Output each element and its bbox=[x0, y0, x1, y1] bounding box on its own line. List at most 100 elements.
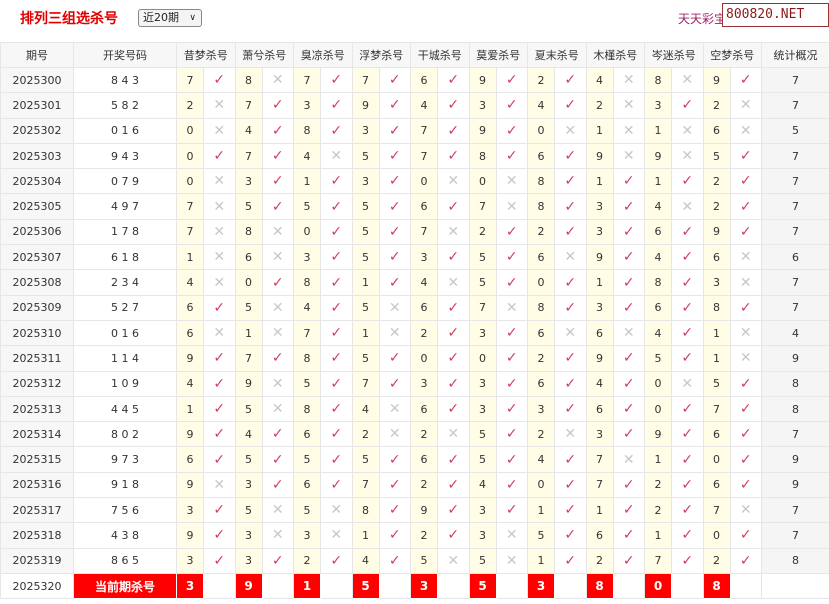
check-icon: ✓ bbox=[378, 446, 411, 473]
kill-number-cell: 9 bbox=[585, 345, 614, 372]
table-row: 2025315 9 7 3 6 ✓ 5 ✓ 5 ✓ 5 ✓ 6 ✓ 5 ✓ 4 ✓ 7 ✕ 1 ✓ 0 ✓ 9 bbox=[0, 446, 829, 473]
check-icon: ✓ bbox=[612, 193, 645, 220]
draw-number-cell: 9 7 3 bbox=[73, 446, 177, 473]
kill-number-cell: 5 bbox=[293, 193, 321, 220]
check-icon: ✓ bbox=[320, 117, 353, 144]
kill-number-cell: 3 bbox=[702, 269, 731, 296]
stat-cell: 6 bbox=[761, 244, 829, 271]
check-icon: ✓ bbox=[671, 269, 704, 296]
cross-icon: ✕ bbox=[203, 117, 236, 144]
kill-number-cell: 2 bbox=[410, 319, 438, 347]
check-icon: ✓ bbox=[495, 421, 528, 448]
empty-cell bbox=[203, 572, 236, 600]
table-row: 2025313 4 4 5 1 ✓ 5 ✕ 8 ✓ 4 ✕ 6 ✓ 3 ✓ 3 ✓ 6 ✓ 0 ✓ 7 ✓ 8 bbox=[0, 395, 829, 423]
current-kill-label: 当前期杀号 bbox=[73, 572, 177, 600]
table-row: 2025301 5 8 2 2 ✕ 7 ✓ 3 ✓ 9 ✓ 4 ✓ 3 ✓ 4 ✓ 2 ✕ 3 ✓ 2 ✕ 7 bbox=[0, 92, 829, 119]
check-icon: ✓ bbox=[261, 92, 294, 119]
kill-number-cell: 6 bbox=[644, 294, 672, 321]
kill-number-cell: 1 bbox=[351, 269, 380, 296]
table-row: 2025300 8 4 3 7 ✓ 8 ✕ 7 ✓ 7 ✓ 6 ✓ 9 ✓ 2 ✓ 4 ✕ 8 ✕ 9 ✓ 7 bbox=[0, 66, 829, 94]
stat-cell: 7 bbox=[761, 522, 829, 549]
empty-cell bbox=[495, 572, 528, 600]
period-range-select[interactable]: 近20期 ∨ bbox=[138, 9, 202, 27]
kill-number-table: 期号 开奖号码 昔梦杀号 萧兮杀号 臭凉杀号 浮梦杀号 干城杀号 莫爱杀号 夏末杀号 木槿杀号 岑迷… bbox=[0, 42, 829, 600]
check-icon: ✓ bbox=[671, 92, 704, 119]
current-kill-number: 1 bbox=[293, 572, 321, 600]
check-icon: ✓ bbox=[612, 294, 645, 321]
stat-cell: 8 bbox=[761, 370, 829, 397]
period-cell: 2025318 bbox=[0, 522, 74, 549]
kill-number-cell: 8 bbox=[527, 168, 555, 195]
cross-icon: ✕ bbox=[378, 294, 411, 321]
header-period: 期号 bbox=[0, 42, 74, 68]
kill-number-cell: 6 bbox=[527, 319, 555, 347]
check-icon: ✓ bbox=[554, 497, 587, 524]
cross-icon: ✕ bbox=[729, 345, 762, 372]
kill-number-cell: 3 bbox=[585, 218, 614, 246]
kill-number-cell: 4 bbox=[585, 370, 614, 397]
kill-number-cell: 4 bbox=[410, 92, 438, 119]
kill-number-cell: 5 bbox=[234, 193, 263, 220]
kill-number-cell: 0 bbox=[702, 446, 731, 473]
kill-number-cell: 0 bbox=[176, 117, 204, 144]
check-icon: ✓ bbox=[729, 294, 762, 321]
kill-number-cell: 9 bbox=[702, 218, 731, 246]
header-expert: 萧兮杀号 bbox=[234, 42, 294, 68]
stat-cell: 9 bbox=[761, 345, 829, 372]
kill-number-cell: 6 bbox=[410, 193, 438, 220]
kill-number-cell: 4 bbox=[351, 547, 380, 574]
kill-number-cell: 6 bbox=[644, 218, 672, 246]
cross-icon: ✕ bbox=[261, 218, 294, 246]
kill-number-cell: 7 bbox=[644, 547, 672, 574]
header-expert: 莫爱杀号 bbox=[468, 42, 528, 68]
kill-number-cell: 5 bbox=[234, 395, 263, 423]
kill-number-cell: 6 bbox=[410, 66, 438, 94]
kill-number-cell: 5 bbox=[351, 294, 380, 321]
kill-number-cell: 1 bbox=[585, 269, 614, 296]
cross-icon: ✕ bbox=[612, 319, 645, 347]
kill-number-cell: 1 bbox=[585, 497, 614, 524]
top-bar: 排列三组选杀号 近20期 ∨ 天天彩宝贝， 800820.NET bbox=[0, 0, 829, 36]
stat-cell: 7 bbox=[761, 218, 829, 246]
cross-icon: ✕ bbox=[203, 218, 236, 246]
check-icon: ✓ bbox=[495, 92, 528, 119]
check-icon: ✓ bbox=[261, 471, 294, 499]
kill-number-cell: 6 bbox=[702, 244, 731, 271]
check-icon: ✓ bbox=[495, 269, 528, 296]
kill-number-cell: 7 bbox=[176, 218, 204, 246]
cross-icon: ✕ bbox=[378, 395, 411, 423]
draw-number-cell: 7 5 6 bbox=[73, 497, 177, 524]
cross-icon: ✕ bbox=[554, 244, 587, 271]
cross-icon: ✕ bbox=[437, 218, 470, 246]
header-expert: 干城杀号 bbox=[410, 42, 470, 68]
current-kill-number: 3 bbox=[527, 572, 555, 600]
table-row: 2025312 1 0 9 4 ✓ 9 ✕ 5 ✓ 7 ✓ 3 ✓ 3 ✓ 6 ✓ 4 ✓ 0 ✕ 5 ✓ 8 bbox=[0, 370, 829, 397]
cross-icon: ✕ bbox=[203, 319, 236, 347]
kill-number-cell: 5 bbox=[410, 547, 438, 574]
kill-number-cell: 6 bbox=[410, 395, 438, 423]
table-row: 2025307 6 1 8 1 ✕ 6 ✕ 3 ✓ 5 ✓ 3 ✓ 5 ✓ 6 ✕ 9 ✓ 4 ✓ 6 ✕ 6 bbox=[0, 244, 829, 271]
check-icon: ✓ bbox=[671, 446, 704, 473]
cross-icon: ✕ bbox=[261, 370, 294, 397]
kill-number-cell: 5 bbox=[293, 497, 321, 524]
draw-number-cell: 4 3 8 bbox=[73, 522, 177, 549]
kill-number-cell: 3 bbox=[293, 92, 321, 119]
check-icon: ✓ bbox=[729, 168, 762, 195]
cross-icon: ✕ bbox=[437, 168, 470, 195]
check-icon: ✓ bbox=[495, 66, 528, 94]
cross-icon: ✕ bbox=[495, 168, 528, 195]
kill-number-cell: 9 bbox=[702, 66, 731, 94]
check-icon: ✓ bbox=[320, 370, 353, 397]
draw-number-cell: 5 8 2 bbox=[73, 92, 177, 119]
kill-number-cell: 0 bbox=[644, 370, 672, 397]
check-icon: ✓ bbox=[612, 497, 645, 524]
kill-number-cell: 7 bbox=[702, 497, 731, 524]
empty-cell bbox=[671, 572, 704, 600]
kill-number-cell: 9 bbox=[585, 142, 614, 170]
cross-icon: ✕ bbox=[495, 522, 528, 549]
table-row: 2025308 2 3 4 4 ✕ 0 ✓ 8 ✓ 1 ✓ 4 ✕ 5 ✓ 0 ✓ 1 ✓ 8 ✓ 3 ✕ 7 bbox=[0, 269, 829, 296]
cross-icon: ✕ bbox=[261, 497, 294, 524]
check-icon: ✓ bbox=[261, 421, 294, 448]
table-row: 2025318 4 3 8 9 ✓ 3 ✕ 3 ✕ 1 ✓ 2 ✓ 3 ✕ 5 ✓ 6 ✓ 1 ✓ 0 ✓ 7 bbox=[0, 522, 829, 549]
check-icon: ✓ bbox=[378, 92, 411, 119]
